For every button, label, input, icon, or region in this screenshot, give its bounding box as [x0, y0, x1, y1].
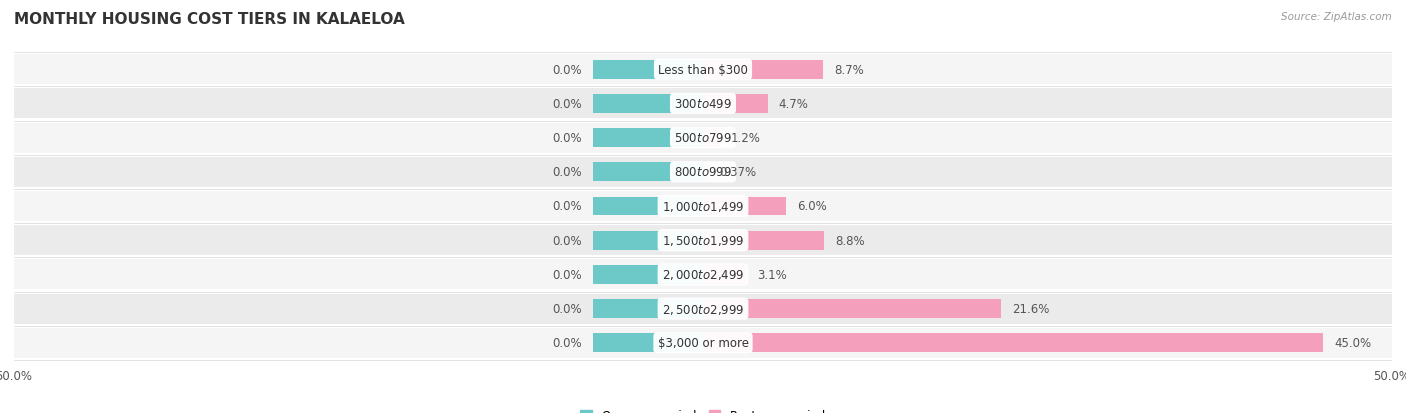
Text: 0.0%: 0.0%: [553, 234, 582, 247]
Bar: [14, 123, 1392, 153]
Bar: [14, 192, 1392, 221]
Bar: [593, 299, 703, 318]
Bar: [593, 95, 703, 114]
Text: $1,500 to $1,999: $1,500 to $1,999: [662, 234, 744, 248]
Text: 0.0%: 0.0%: [553, 268, 582, 281]
Text: 0.0%: 0.0%: [553, 64, 582, 76]
Text: $300 to $499: $300 to $499: [673, 97, 733, 111]
Text: 8.7%: 8.7%: [834, 64, 863, 76]
Text: $500 to $799: $500 to $799: [673, 132, 733, 145]
Text: $3,000 or more: $3,000 or more: [658, 337, 748, 349]
Bar: [593, 129, 703, 148]
Bar: [703, 129, 720, 148]
Text: 0.0%: 0.0%: [553, 337, 582, 349]
Text: 0.0%: 0.0%: [553, 302, 582, 316]
Bar: [703, 197, 786, 216]
Text: $1,000 to $1,499: $1,000 to $1,499: [662, 199, 744, 214]
Text: 4.7%: 4.7%: [779, 97, 808, 111]
Text: 45.0%: 45.0%: [1334, 337, 1371, 349]
Text: 6.0%: 6.0%: [797, 200, 827, 213]
Text: MONTHLY HOUSING COST TIERS IN KALAELOA: MONTHLY HOUSING COST TIERS IN KALAELOA: [14, 12, 405, 27]
Bar: [593, 163, 703, 182]
Text: 3.1%: 3.1%: [756, 268, 786, 281]
Text: 21.6%: 21.6%: [1012, 302, 1049, 316]
Bar: [593, 334, 703, 352]
Bar: [14, 89, 1392, 119]
Bar: [703, 231, 824, 250]
Bar: [14, 294, 1392, 324]
Text: 0.0%: 0.0%: [553, 132, 582, 145]
Text: 1.2%: 1.2%: [731, 132, 761, 145]
Bar: [593, 61, 703, 79]
Bar: [14, 328, 1392, 358]
Text: 0.0%: 0.0%: [553, 166, 582, 179]
Bar: [14, 55, 1392, 85]
Bar: [703, 265, 745, 284]
Text: 0.37%: 0.37%: [718, 166, 756, 179]
Bar: [14, 260, 1392, 290]
Bar: [703, 334, 1323, 352]
Bar: [593, 231, 703, 250]
Text: 0.0%: 0.0%: [553, 200, 582, 213]
Text: Less than $300: Less than $300: [658, 64, 748, 76]
Bar: [703, 163, 709, 182]
Text: 8.8%: 8.8%: [835, 234, 865, 247]
Text: Source: ZipAtlas.com: Source: ZipAtlas.com: [1281, 12, 1392, 22]
Text: $2,500 to $2,999: $2,500 to $2,999: [662, 302, 744, 316]
Bar: [593, 265, 703, 284]
Text: $2,000 to $2,499: $2,000 to $2,499: [662, 268, 744, 282]
Bar: [14, 225, 1392, 256]
Bar: [703, 95, 768, 114]
Bar: [14, 157, 1392, 188]
Text: 0.0%: 0.0%: [553, 97, 582, 111]
Text: $800 to $999: $800 to $999: [673, 166, 733, 179]
Bar: [703, 61, 823, 79]
Bar: [593, 197, 703, 216]
Legend: Owner-occupied, Renter-occupied: Owner-occupied, Renter-occupied: [575, 404, 831, 413]
Bar: [703, 299, 1001, 318]
